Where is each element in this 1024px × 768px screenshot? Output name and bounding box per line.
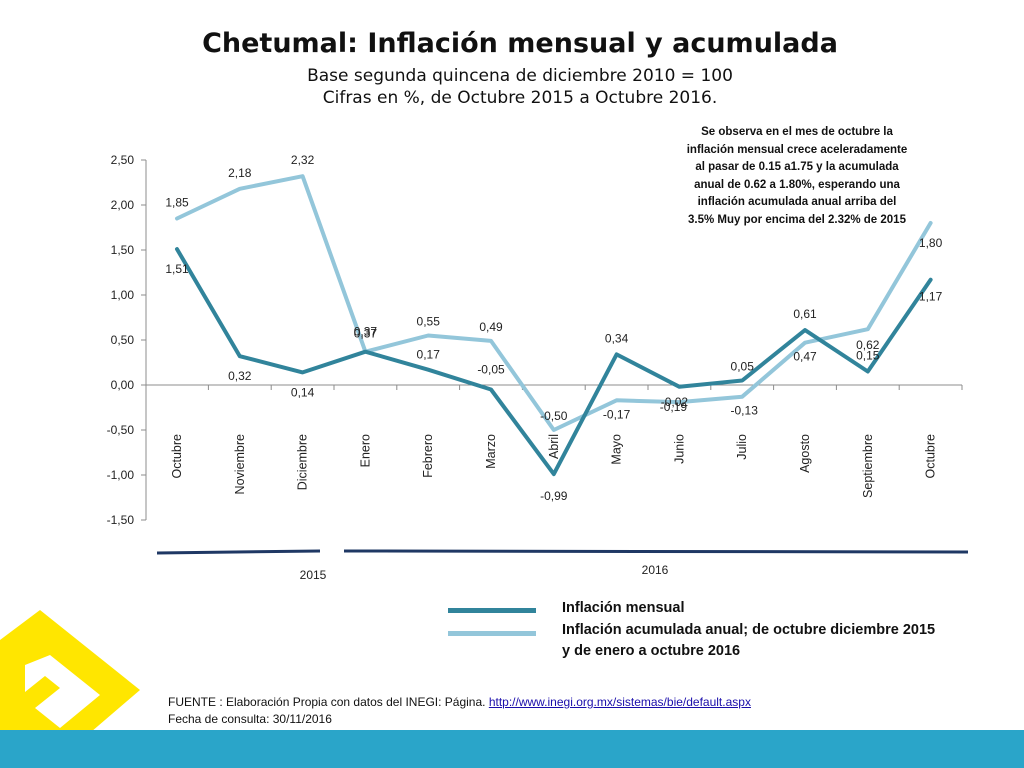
- source-link[interactable]: http://www.inegi.org.mx/sistemas/bie/def…: [488, 695, 751, 709]
- data-label-monthly: 0,05: [731, 360, 755, 374]
- data-label-monthly: 0,17: [417, 348, 441, 362]
- point-accumulated: [803, 341, 807, 345]
- point-accumulated: [301, 174, 305, 178]
- data-label-accumulated: 1,80: [919, 236, 943, 250]
- point-monthly: [740, 379, 744, 382]
- y-axis: 2,50 2,00 1,50 1,00 0,50 0,00 -0,50 -1,00 -1,50: [107, 153, 147, 527]
- subtitle-range: Cifras en %, de Octubre 2015 a Octubre 2…: [322, 88, 718, 108]
- data-labels: 1,51 0,32 0,14 0,37 0,17 -0,05 -0,99 0,34 -0,02 0…: [165, 153, 942, 503]
- x-tick-label: Octubre: [924, 434, 938, 479]
- data-label-accumulated: -0,17: [603, 407, 631, 421]
- year-bar-2016: [343, 549, 969, 554]
- x-tick-label: Mayo: [610, 434, 624, 465]
- point-monthly: [301, 370, 305, 374]
- point-monthly: [175, 247, 179, 251]
- consult-date: Fecha de consulta: 30/11/2016: [168, 712, 332, 726]
- point-monthly: [929, 278, 933, 282]
- point-accumulated: [238, 187, 242, 191]
- data-label-monthly: 0,15: [856, 349, 880, 363]
- x-tick-label: Enero: [358, 434, 372, 467]
- data-label-monthly: -0,05: [477, 363, 505, 377]
- point-accumulated: [677, 400, 681, 404]
- point-monthly: [803, 328, 807, 332]
- data-label-accumulated: 0,47: [793, 350, 817, 364]
- line-chart: 2,502,001,501,000,500,00-0,50-1,00-1,50 …: [107, 153, 969, 582]
- legend-swatch-monthly: [448, 608, 536, 613]
- data-label-accumulated: -0,50: [540, 409, 568, 423]
- year-label-2015: 2015: [300, 568, 327, 582]
- point-accumulated: [489, 339, 493, 343]
- x-tick-label: Febrero: [421, 434, 435, 478]
- y-tick-label: 0,00: [111, 378, 135, 392]
- data-label-accumulated: -0,13: [731, 404, 759, 418]
- data-label-monthly: 1,17: [919, 290, 943, 304]
- data-label-monthly: 0,32: [228, 369, 252, 383]
- legend-swatch-accumulated: [448, 631, 536, 636]
- legend-label-accumulated-1: Inflación acumulada anual; de octubre di…: [562, 622, 936, 638]
- data-label-monthly: 0,34: [605, 331, 629, 345]
- y-tick-label: 2,00: [111, 198, 135, 212]
- year-groups: 2015 2016: [156, 549, 969, 582]
- point-accumulated: [552, 428, 556, 432]
- x-axis: Octubre Noviembre Diciembre Enero Febrero Mar…: [146, 384, 963, 498]
- bottom-band: [0, 730, 1024, 768]
- x-tick-label: Octubre: [170, 434, 184, 479]
- point-monthly: [238, 354, 242, 358]
- legend-label-accumulated-2: y de enero a octubre 2016: [562, 643, 741, 659]
- annotation-note: Se observa en el mes de octubre la infla…: [686, 126, 908, 226]
- y-tick-label: 1,50: [111, 243, 135, 257]
- x-tick-label: Abril: [547, 434, 561, 459]
- y-tick-label: 2,50: [111, 153, 135, 167]
- data-label-monthly: 0,37: [354, 325, 378, 339]
- data-label-monthly: -0,99: [540, 489, 568, 503]
- x-tick-label: Julio: [735, 434, 749, 460]
- y-tick-label: -1,50: [107, 513, 135, 527]
- x-tick-label: Noviembre: [233, 434, 247, 494]
- x-tick-label: Septiembre: [861, 434, 875, 498]
- data-label-accumulated: 2,32: [291, 153, 315, 167]
- data-label-monthly: 0,14: [291, 385, 315, 399]
- point-accumulated: [740, 395, 744, 399]
- source-note: FUENTE : Elaboración Propia con datos de…: [168, 694, 751, 728]
- point-monthly: [677, 385, 681, 389]
- subtitle-base: Base segunda quincena de diciembre 2010 …: [307, 66, 733, 86]
- year-bar-2015: [156, 549, 321, 555]
- point-accumulated: [615, 398, 619, 402]
- x-tick-label: Marzo: [484, 434, 498, 469]
- data-label-accumulated: 2,18: [228, 166, 252, 180]
- data-label-accumulated: -0,19: [660, 400, 688, 414]
- legend-label-monthly: Inflación mensual: [562, 600, 685, 616]
- data-label-monthly: 1,51: [165, 262, 189, 276]
- y-tick-label: -1,00: [107, 468, 135, 482]
- data-label-accumulated: 0,37: [354, 327, 378, 341]
- point-accumulated: [426, 334, 430, 337]
- data-label-monthly: -0,02: [661, 395, 689, 409]
- x-tick-label: Junio: [672, 434, 686, 464]
- x-tick-label: Diciembre: [296, 434, 310, 490]
- point-monthly: [866, 370, 870, 373]
- point-monthly: [363, 350, 367, 354]
- x-tick-label: Agosto: [798, 434, 812, 473]
- point-accumulated: [175, 217, 179, 220]
- year-label-2016: 2016: [642, 563, 669, 577]
- point-monthly: [552, 472, 556, 476]
- point-accumulated: [929, 221, 933, 225]
- data-label-accumulated: 0,55: [417, 315, 441, 329]
- page-title: Chetumal: Inflación mensual y acumulada: [202, 28, 838, 59]
- data-label-accumulated: 0,49: [479, 320, 503, 334]
- source-text: FUENTE : Elaboración Propia con datos de…: [168, 695, 489, 709]
- data-label-monthly: 0,61: [793, 307, 817, 321]
- point-monthly: [489, 388, 493, 391]
- y-tick-label: 1,00: [111, 288, 135, 302]
- y-tick-label: -0,50: [107, 423, 135, 437]
- point-monthly: [615, 352, 619, 356]
- data-label-accumulated: 1,85: [165, 196, 189, 210]
- data-label-accumulated: 0,62: [856, 338, 880, 352]
- logo: [0, 610, 140, 750]
- point-monthly: [426, 368, 430, 372]
- y-tick-label: 0,50: [111, 333, 135, 347]
- chart-series: [175, 174, 933, 477]
- point-accumulated: [866, 327, 870, 331]
